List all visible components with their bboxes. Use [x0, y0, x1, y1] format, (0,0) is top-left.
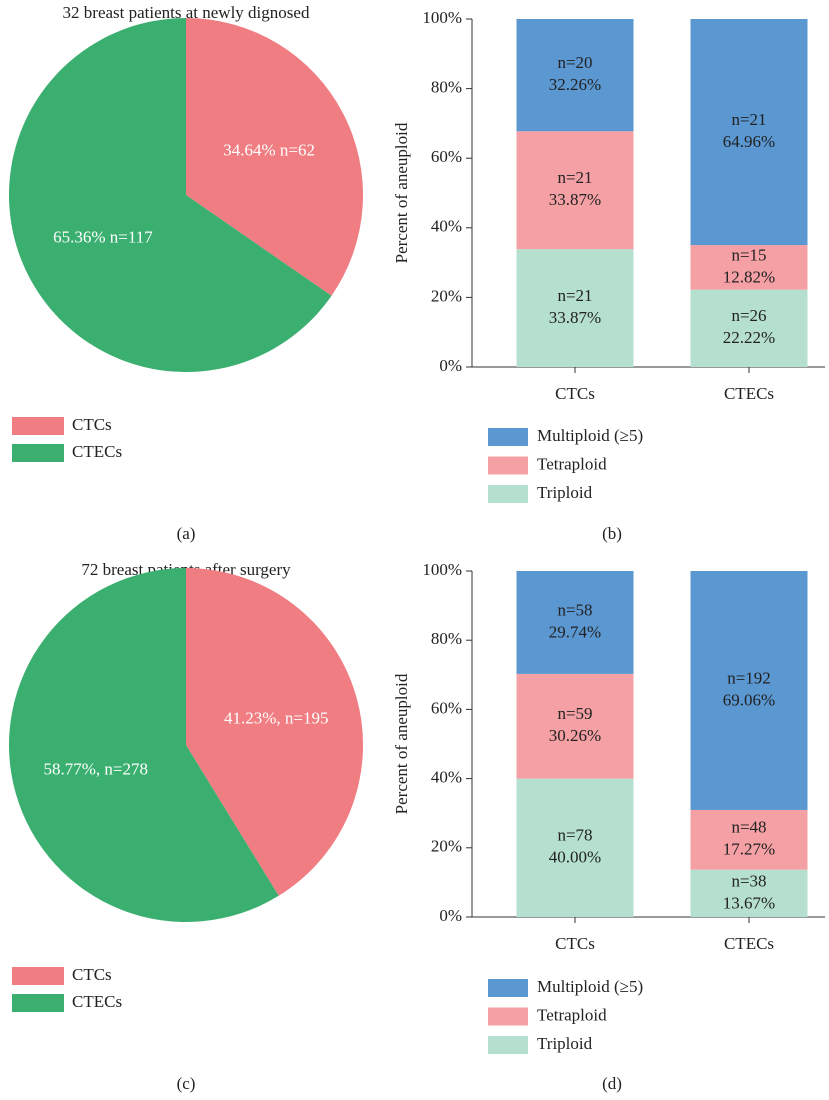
- panel-label: (c): [177, 1074, 196, 1093]
- x-tick-label: CTCs: [555, 384, 595, 403]
- y-axis-label: Percent of aneuploid: [392, 122, 411, 263]
- legend-swatch: [488, 1007, 528, 1026]
- bar-label: 30.26%: [549, 726, 601, 745]
- y-tick-label: 40%: [431, 768, 462, 787]
- panel-label: (b): [602, 524, 622, 543]
- bar-segment: [516, 778, 634, 917]
- bar-label: n=48: [731, 818, 766, 837]
- legend-swatch: [488, 485, 528, 503]
- y-tick-label: 20%: [431, 837, 462, 856]
- legend-swatch: [488, 456, 528, 475]
- bar-label: n=58: [557, 600, 592, 619]
- chart-title: 32 breast patients at newly dignosed: [63, 3, 310, 22]
- bar-label: 29.74%: [549, 622, 601, 641]
- bar-segment: [516, 673, 634, 779]
- legend-swatch: [488, 979, 528, 997]
- bar-label: 69.06%: [723, 690, 775, 709]
- bar-label: n=26: [731, 306, 766, 325]
- bar-label: 32.26%: [549, 75, 601, 94]
- legend-label: CTCs: [72, 965, 112, 984]
- bar-label: 64.96%: [723, 132, 775, 151]
- legend-swatch: [12, 967, 64, 985]
- y-tick-label: 60%: [431, 147, 462, 166]
- legend-swatch: [12, 444, 64, 462]
- y-tick-label: 100%: [422, 8, 462, 27]
- bar-segment: [690, 869, 808, 917]
- bar-label: n=21: [731, 110, 766, 129]
- y-tick-label: 80%: [431, 629, 462, 648]
- bar-label: 17.27%: [723, 840, 775, 859]
- bar-segment: [516, 19, 634, 132]
- panel-label: (d): [602, 1074, 622, 1093]
- bar-label: 12.82%: [723, 267, 775, 286]
- legend-label: Tetraploid: [537, 454, 607, 473]
- bar-segment: [516, 571, 634, 674]
- bar-label: n=78: [557, 826, 592, 845]
- legend-label: Tetraploid: [537, 1005, 607, 1024]
- bar-label: 13.67%: [723, 893, 775, 912]
- bar-segment: [516, 249, 634, 367]
- y-tick-label: 100%: [422, 560, 462, 579]
- legend-label: CTECs: [72, 992, 122, 1011]
- panel-label: (a): [177, 524, 196, 543]
- legend-label: Multiploid (≥5): [537, 977, 643, 996]
- bar-segment: [516, 131, 634, 250]
- legend-swatch: [12, 994, 64, 1012]
- bar-label: n=38: [731, 871, 766, 890]
- bar-label: 22.22%: [723, 328, 775, 347]
- x-tick-label: CTCs: [555, 934, 595, 953]
- legend-label: CTECs: [72, 442, 122, 461]
- slice-label: 41.23%, n=195: [224, 708, 329, 727]
- y-tick-label: 0%: [439, 906, 462, 925]
- legend-swatch: [488, 428, 528, 446]
- bar-label: n=15: [731, 245, 766, 264]
- y-axis-label: Percent of aneuploid: [392, 673, 411, 814]
- legend-label: CTCs: [72, 415, 112, 434]
- slice-label: 58.77%, n=278: [43, 759, 148, 778]
- bar-label: n=59: [557, 704, 592, 723]
- legend-swatch: [488, 1036, 528, 1054]
- bar-label: n=192: [727, 668, 771, 687]
- bar-label: 33.87%: [549, 308, 601, 327]
- legend-label: Triploid: [537, 483, 593, 502]
- x-tick-label: CTECs: [724, 934, 774, 953]
- bar-segment: [690, 289, 808, 367]
- y-tick-label: 80%: [431, 78, 462, 97]
- pie-slice: [8, 18, 332, 372]
- bar-segment: [690, 809, 808, 870]
- bar-label: 33.87%: [549, 190, 601, 209]
- y-tick-label: 0%: [439, 356, 462, 375]
- legend-label: Multiploid (≥5): [537, 426, 643, 445]
- bar-label: n=20: [557, 53, 592, 72]
- bar-segment: [690, 245, 808, 290]
- y-tick-label: 60%: [431, 698, 462, 717]
- y-tick-label: 20%: [431, 286, 462, 305]
- pie-slice: [186, 18, 363, 296]
- legend-swatch: [12, 417, 64, 435]
- x-tick-label: CTECs: [724, 384, 774, 403]
- bar-segment: [690, 571, 808, 810]
- y-tick-label: 40%: [431, 217, 462, 236]
- bar-segment: [690, 19, 808, 246]
- legend-label: Triploid: [537, 1034, 593, 1053]
- bar-label: n=21: [557, 286, 592, 305]
- pie-slice: [186, 568, 363, 896]
- slice-label: 34.64% n=62: [223, 140, 315, 159]
- bar-label: n=21: [557, 168, 592, 187]
- pie-slice: [8, 568, 279, 923]
- bar-label: 40.00%: [549, 848, 601, 867]
- slice-label: 65.36% n=117: [53, 227, 153, 246]
